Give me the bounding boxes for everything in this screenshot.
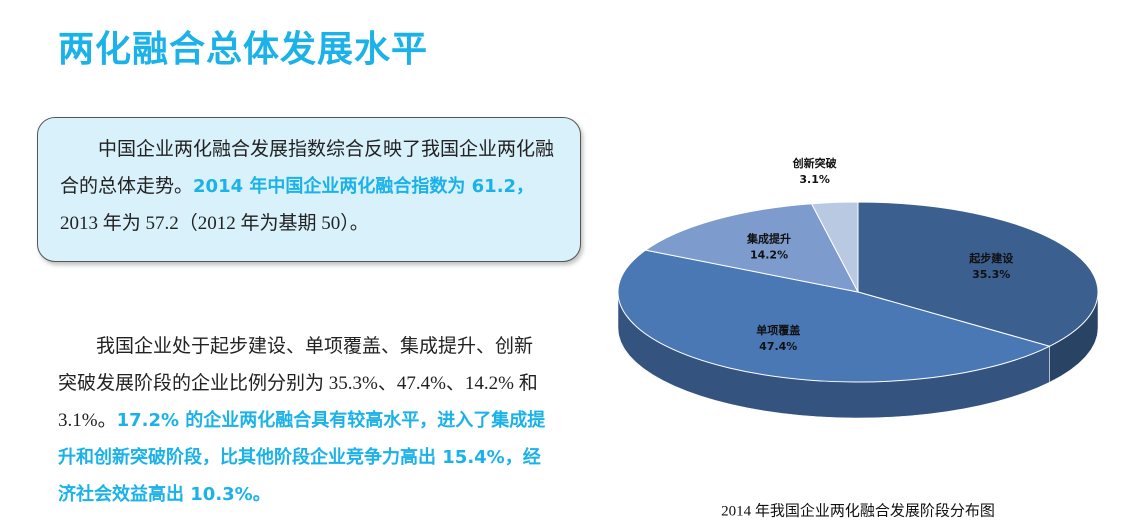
body-text: 中国企业两化融合发展指数综合反映了我国企业两化融合的总体走势。 — [60, 139, 555, 197]
highlight-text: 2014 年中国企业两化融合指数为 61.2， — [193, 176, 535, 197]
slice-value-label: 47.4% — [759, 340, 797, 353]
body-text: 我国企业处于起步建设、单项覆盖、集成提升、创新突破发展阶段的企业比例分别为 35… — [58, 336, 538, 431]
slice-value-label: 3.1% — [799, 173, 830, 186]
slice-label: 单项覆盖 — [756, 323, 800, 337]
chart-caption: 2014 年我国企业两化融合发展阶段分布图 — [721, 501, 995, 519]
page-title: 两化融合总体发展水平 — [58, 29, 429, 70]
pie-slice — [617, 249, 1051, 383]
body-text: 2013 年为 57.2（2012 年为基期 50）。 — [60, 213, 369, 234]
paragraph: 我国企业处于起步建设、单项覆盖、集成提升、创新突破发展阶段的企业比例分别为 35… — [58, 328, 550, 513]
pie-slice — [810, 201, 859, 293]
pie-slice — [857, 201, 1099, 347]
pie-slice — [644, 203, 859, 293]
slice-label: 创新突破 — [792, 156, 837, 170]
slice-label: 集成提升 — [746, 231, 791, 245]
slice-label: 起步建设 — [968, 251, 1014, 265]
slice-value-label: 14.2% — [750, 248, 788, 261]
summary-box: 中国企业两化融合发展指数综合反映了我国企业两化融合的总体走势。2014 年中国企… — [37, 117, 581, 262]
slice-value-label: 35.3% — [972, 268, 1010, 281]
highlight-text: 17.2% 的企业两化融合具有较高水平，进入了集成提升和创新突破阶段，比其他阶段… — [58, 410, 546, 505]
